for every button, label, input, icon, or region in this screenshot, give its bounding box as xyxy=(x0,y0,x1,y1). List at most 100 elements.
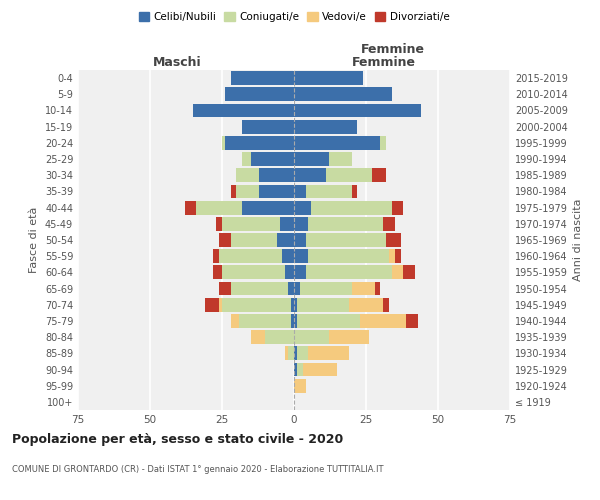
Bar xyxy=(383,217,395,230)
Bar xyxy=(406,314,418,328)
Bar xyxy=(308,346,349,360)
Bar xyxy=(294,184,305,198)
Bar xyxy=(380,136,386,149)
Bar xyxy=(259,168,294,182)
Bar xyxy=(286,346,288,360)
Bar xyxy=(294,250,308,263)
Bar xyxy=(294,379,305,392)
Bar xyxy=(236,184,259,198)
Bar xyxy=(291,298,294,312)
Bar xyxy=(294,362,297,376)
Y-axis label: Fasce di età: Fasce di età xyxy=(29,207,39,273)
Bar xyxy=(374,282,380,296)
Bar xyxy=(239,314,291,328)
Bar xyxy=(297,298,349,312)
Bar xyxy=(294,136,380,149)
Bar xyxy=(294,346,297,360)
Text: Femmine: Femmine xyxy=(352,56,416,69)
Bar xyxy=(297,362,302,376)
Bar xyxy=(395,250,401,263)
Bar xyxy=(216,217,222,230)
Bar xyxy=(305,233,386,247)
Text: Popolazione per età, sesso e stato civile - 2020: Popolazione per età, sesso e stato civil… xyxy=(12,432,343,446)
Bar xyxy=(294,200,311,214)
Bar xyxy=(283,250,294,263)
Bar xyxy=(222,217,280,230)
Bar xyxy=(242,120,294,134)
Bar xyxy=(392,200,403,214)
Bar xyxy=(302,362,337,376)
Bar xyxy=(288,282,294,296)
Bar xyxy=(288,346,294,360)
Bar xyxy=(242,200,294,214)
Bar xyxy=(297,346,308,360)
Bar xyxy=(222,298,291,312)
Legend: Celibi/Nubili, Coniugati/e, Vedovi/e, Divorziati/e: Celibi/Nubili, Coniugati/e, Vedovi/e, Di… xyxy=(134,8,454,26)
Bar xyxy=(352,184,358,198)
Bar xyxy=(265,330,294,344)
Bar xyxy=(219,250,283,263)
Bar xyxy=(196,200,242,214)
Bar xyxy=(311,200,392,214)
Text: COMUNE DI GRONTARDO (CR) - Dati ISTAT 1° gennaio 2020 - Elaborazione TUTTITALIA.: COMUNE DI GRONTARDO (CR) - Dati ISTAT 1°… xyxy=(12,466,383,474)
Bar xyxy=(225,136,294,149)
Bar xyxy=(242,152,251,166)
Bar xyxy=(294,314,297,328)
Bar xyxy=(392,266,403,280)
Bar xyxy=(251,152,294,166)
Bar xyxy=(259,184,294,198)
Bar xyxy=(219,282,230,296)
Bar xyxy=(251,330,265,344)
Bar xyxy=(308,217,383,230)
Bar xyxy=(280,217,294,230)
Bar xyxy=(205,298,219,312)
Bar xyxy=(329,330,369,344)
Text: Maschi: Maschi xyxy=(152,56,202,69)
Bar xyxy=(230,282,288,296)
Y-axis label: Anni di nascita: Anni di nascita xyxy=(573,198,583,281)
Bar xyxy=(230,71,294,85)
Bar xyxy=(291,314,294,328)
Bar xyxy=(222,266,286,280)
Bar xyxy=(372,168,386,182)
Bar xyxy=(225,88,294,101)
Bar xyxy=(294,152,329,166)
Text: Femmine: Femmine xyxy=(361,44,425,57)
Bar xyxy=(219,233,230,247)
Bar xyxy=(294,266,305,280)
Bar xyxy=(277,233,294,247)
Bar xyxy=(294,298,297,312)
Bar xyxy=(294,233,305,247)
Bar xyxy=(300,282,352,296)
Bar xyxy=(222,136,225,149)
Bar xyxy=(383,298,389,312)
Bar xyxy=(230,314,239,328)
Bar xyxy=(294,330,329,344)
Bar xyxy=(403,266,415,280)
Bar xyxy=(349,298,383,312)
Bar xyxy=(294,120,358,134)
Bar xyxy=(389,250,395,263)
Bar xyxy=(214,250,219,263)
Bar xyxy=(236,168,259,182)
Bar xyxy=(214,266,222,280)
Bar xyxy=(286,266,294,280)
Bar xyxy=(308,250,389,263)
Bar xyxy=(386,233,401,247)
Bar xyxy=(329,152,352,166)
Bar xyxy=(294,217,308,230)
Bar xyxy=(294,282,300,296)
Bar xyxy=(219,298,222,312)
Bar xyxy=(294,104,421,118)
Bar xyxy=(230,184,236,198)
Bar xyxy=(294,71,363,85)
Bar xyxy=(305,266,392,280)
Bar xyxy=(230,233,277,247)
Bar xyxy=(352,282,374,296)
Bar xyxy=(297,314,360,328)
Bar xyxy=(326,168,372,182)
Bar xyxy=(193,104,294,118)
Bar xyxy=(360,314,406,328)
Bar xyxy=(185,200,196,214)
Bar xyxy=(294,88,392,101)
